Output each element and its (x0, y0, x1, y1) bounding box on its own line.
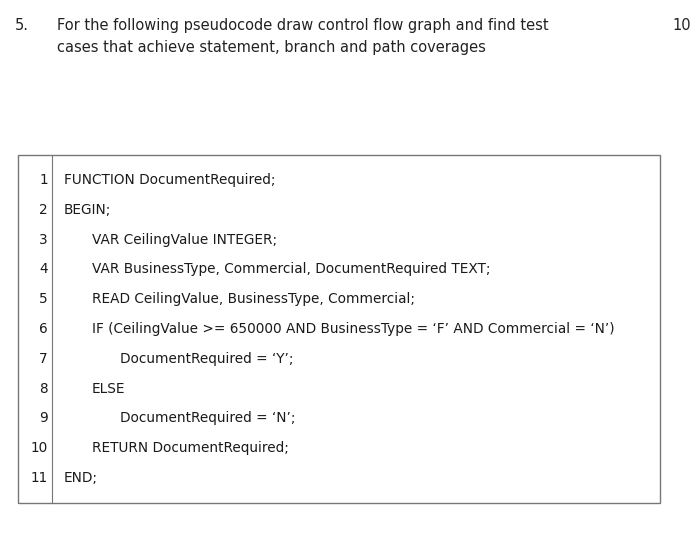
Text: BEGIN;: BEGIN; (64, 203, 111, 217)
Text: cases that achieve statement, branch and path coverages: cases that achieve statement, branch and… (57, 40, 486, 55)
Text: FUNCTION DocumentRequired;: FUNCTION DocumentRequired; (64, 173, 276, 187)
Text: 9: 9 (39, 411, 48, 425)
Text: 2: 2 (39, 203, 48, 217)
Text: 8: 8 (39, 382, 48, 395)
Text: RETURN DocumentRequired;: RETURN DocumentRequired; (92, 441, 289, 455)
Text: 10: 10 (672, 18, 691, 33)
Text: VAR BusinessType, Commercial, DocumentRequired TEXT;: VAR BusinessType, Commercial, DocumentRe… (92, 262, 491, 276)
Text: VAR CeilingValue INTEGER;: VAR CeilingValue INTEGER; (92, 233, 277, 247)
Text: 1: 1 (39, 173, 48, 187)
Text: DocumentRequired = ‘Y’;: DocumentRequired = ‘Y’; (120, 352, 293, 366)
Text: 11: 11 (31, 471, 48, 485)
Bar (18, 155, 660, 503)
Text: 3: 3 (39, 233, 48, 247)
Text: 4: 4 (39, 262, 48, 276)
Text: END;: END; (64, 471, 98, 485)
Text: DocumentRequired = ‘N’;: DocumentRequired = ‘N’; (120, 411, 295, 425)
Text: IF (CeilingValue >= 650000 AND BusinessType = ‘F’ AND Commercial = ‘N’): IF (CeilingValue >= 650000 AND BusinessT… (92, 322, 615, 336)
Text: 5: 5 (39, 292, 48, 306)
Text: READ CeilingValue, BusinessType, Commercial;: READ CeilingValue, BusinessType, Commerc… (92, 292, 415, 306)
Text: For the following pseudocode draw control flow graph and find test: For the following pseudocode draw contro… (57, 18, 549, 33)
Text: 7: 7 (39, 352, 48, 366)
Text: 6: 6 (39, 322, 48, 336)
Text: ELSE: ELSE (92, 382, 125, 395)
Text: 5.: 5. (15, 18, 29, 33)
Text: 10: 10 (31, 441, 48, 455)
